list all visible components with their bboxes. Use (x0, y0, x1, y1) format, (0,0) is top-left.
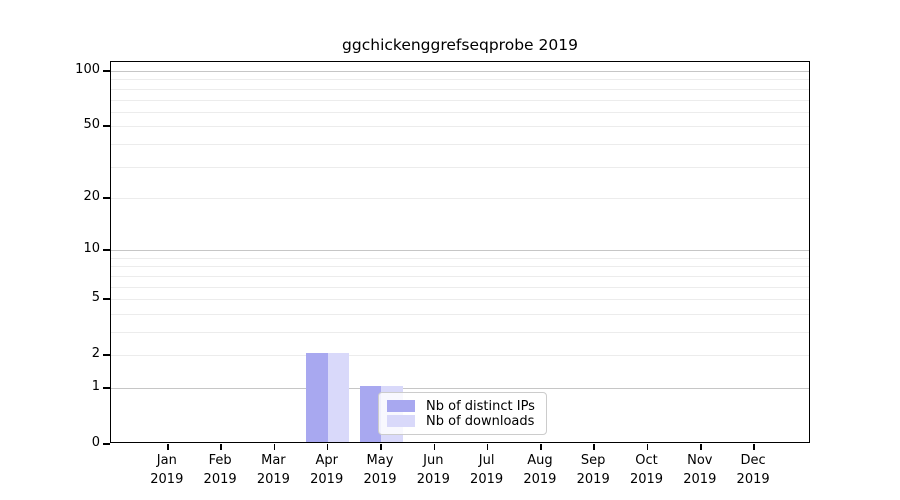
x-tick (700, 443, 702, 450)
legend-swatch-distinct-ips (387, 400, 415, 412)
gridline-minor (111, 331, 809, 333)
y-tick-label: 0 (91, 435, 100, 450)
x-tick-label: Apr 2019 (310, 453, 344, 487)
y-tick (103, 443, 110, 445)
x-tick (646, 443, 649, 450)
y-tick (103, 249, 110, 252)
x-tick (273, 443, 276, 450)
gridline-minor (111, 197, 809, 199)
gridline-minor (111, 275, 809, 277)
gridline-minor (111, 88, 809, 90)
y-tick (103, 354, 110, 357)
gridline-minor (111, 313, 809, 315)
gridline-minor (111, 355, 809, 357)
x-tick-label: Feb 2019 (203, 453, 237, 487)
gridline-major (111, 250, 809, 252)
y-tick (103, 387, 110, 389)
gridline-minor (111, 166, 809, 168)
y-tick-label: 5 (91, 290, 100, 306)
x-tick-label: Sep 2019 (576, 453, 610, 487)
x-tick-label: Nov 2019 (683, 453, 717, 487)
gridline-minor (111, 286, 809, 288)
gridline-minor (111, 257, 809, 259)
y-tick-label: 50 (83, 117, 100, 133)
x-tick-label: Oct 2019 (629, 453, 664, 487)
gridline-minor (111, 111, 809, 113)
bar-distinct-ips (359, 386, 381, 442)
gridline-minor (111, 266, 809, 268)
y-tick-label: 2 (91, 346, 100, 362)
x-tick (486, 443, 489, 450)
gridline-major (111, 387, 809, 389)
plot-area: Nb of distinct IPs Nb of downloads (103, 61, 810, 450)
bar-distinct-ips (306, 353, 328, 442)
x-tick-label: Aug 2019 (523, 453, 557, 487)
gridline-minor (111, 99, 809, 101)
x-tick-label: Mar 2019 (256, 453, 290, 487)
x-tick-label: Jun 2019 (416, 453, 450, 487)
y-tick (103, 125, 110, 128)
gridline-minor (111, 143, 809, 145)
chart-title: ggchickenggrefseqprobe 2019 (342, 36, 578, 54)
x-tick-label: Jan 2019 (150, 453, 184, 487)
y-tick-label: 1 (91, 378, 100, 394)
x-tick (540, 443, 542, 450)
x-tick-label: Dec 2019 (736, 453, 770, 487)
x-tick (753, 443, 755, 450)
legend-item-downloads: Nb of downloads (387, 413, 538, 429)
x-tick (380, 443, 382, 450)
y-tick (103, 197, 110, 199)
gridline-minor (111, 79, 809, 81)
y-tick (103, 298, 110, 300)
y-tick-label: 100 (75, 62, 100, 78)
x-tick (593, 443, 595, 450)
x-tick (167, 443, 169, 450)
x-tick (433, 443, 436, 450)
x-tick-label: May 2019 (363, 453, 397, 487)
y-tick-label: 20 (83, 188, 100, 204)
bar-downloads (327, 353, 350, 442)
gridline-minor (111, 126, 809, 128)
y-tick-label: 10 (83, 241, 100, 257)
x-tick-label: Jul 2019 (470, 453, 504, 487)
x-tick (220, 443, 222, 450)
legend-label-distinct-ips: Nb of distinct IPs (426, 398, 535, 414)
legend-item-distinct-ips: Nb of distinct IPs (387, 398, 538, 414)
gridline-major (111, 71, 809, 73)
legend: Nb of distinct IPs Nb of downloads (378, 392, 547, 435)
legend-label-downloads: Nb of downloads (426, 413, 535, 429)
x-tick (326, 443, 329, 450)
y-tick (103, 70, 110, 72)
gridline-minor (111, 299, 809, 301)
legend-swatch-downloads (387, 415, 415, 427)
